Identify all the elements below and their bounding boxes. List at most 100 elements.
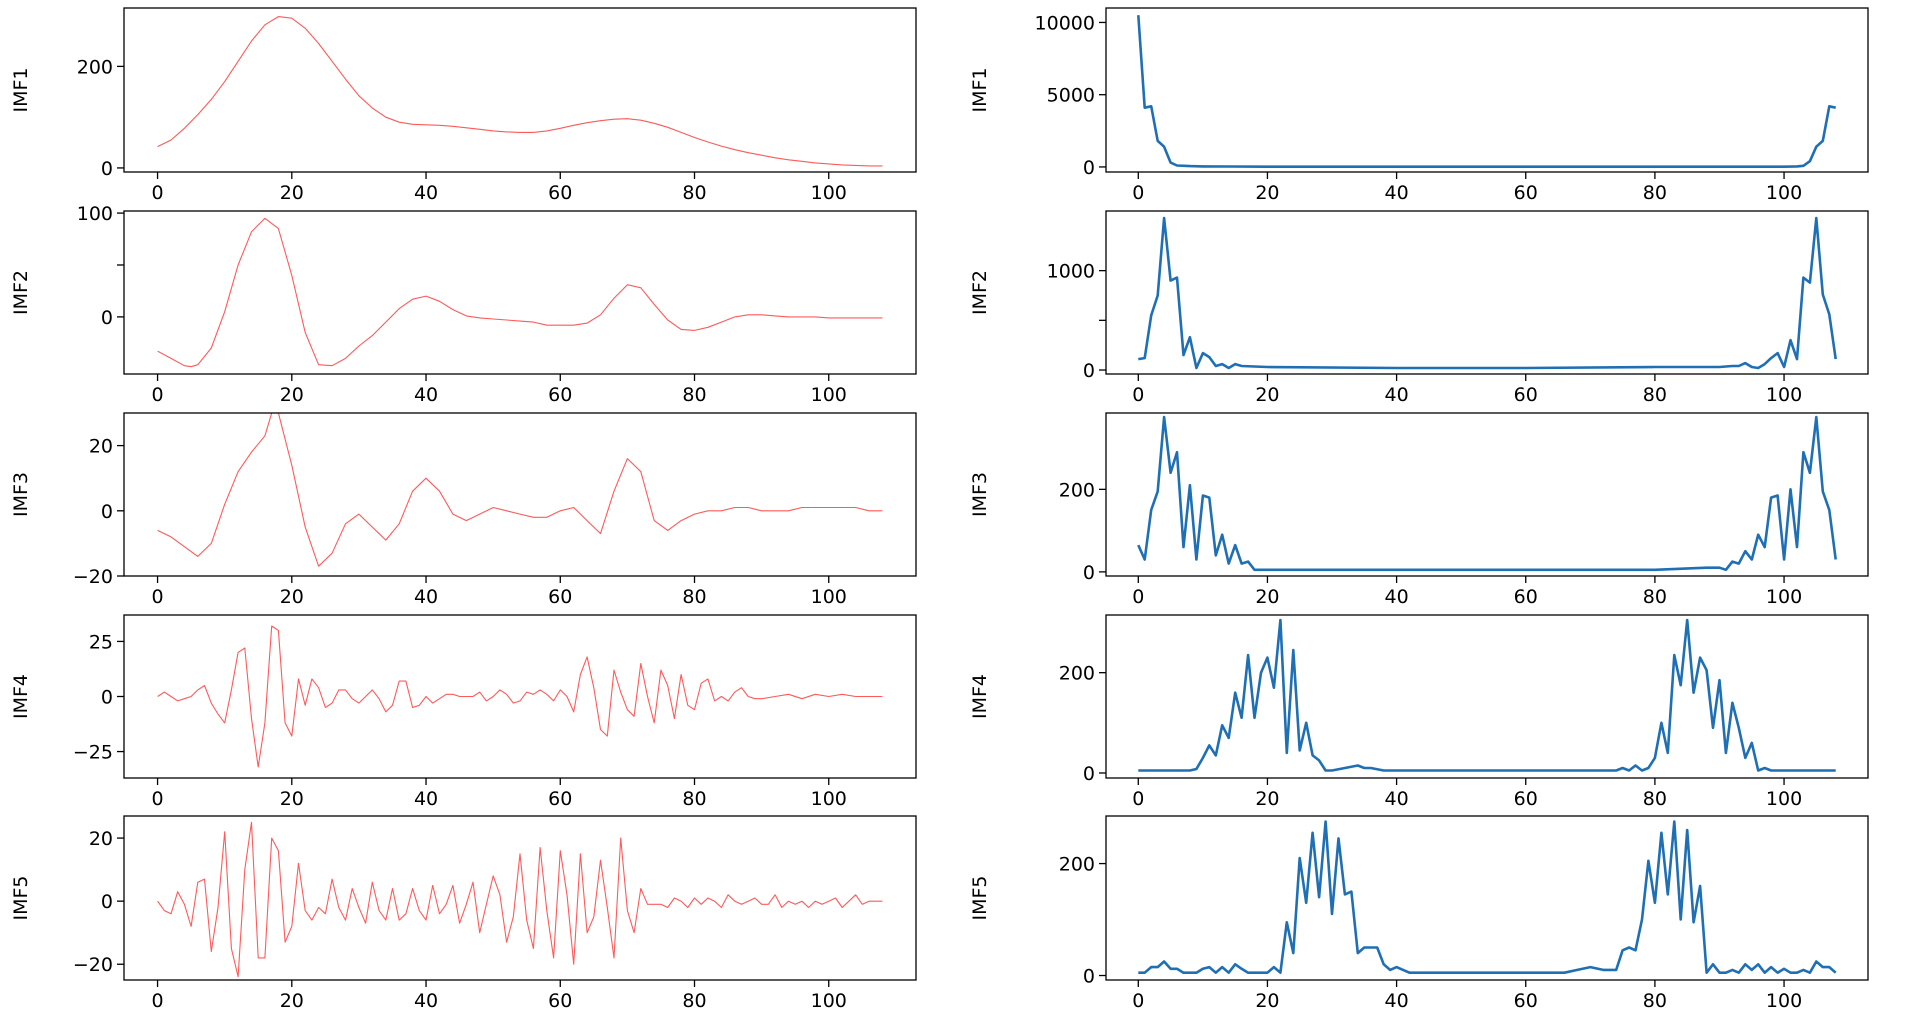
y-tick-label: 25 xyxy=(89,631,113,653)
x-tick-label: 60 xyxy=(548,384,572,406)
axes-frame xyxy=(1105,815,1869,981)
y-axis-label: IMF4 xyxy=(10,674,32,719)
y-tick-label: 200 xyxy=(1059,479,1095,501)
x-tick-label: 0 xyxy=(1132,384,1144,406)
x-tick-label: 80 xyxy=(1643,586,1667,608)
y-tick-label: 0 xyxy=(1083,966,1095,988)
x-tick-label: 40 xyxy=(1384,384,1408,406)
chart-panel-1: 0 20 40 60 80 100 0 200 IMF1 xyxy=(10,7,917,204)
x-tick-label: 60 xyxy=(548,788,572,810)
axes-frame xyxy=(1105,412,1869,577)
x-tick-label: 40 xyxy=(414,788,438,810)
y-tick-label: 5000 xyxy=(1047,85,1095,107)
y-axis-label: IMF3 xyxy=(10,472,32,517)
x-tick-label: 0 xyxy=(1132,990,1144,1012)
x-tick-label: 60 xyxy=(1514,384,1538,406)
chart-panel-7: 0 20 40 60 80 100 −25 0 25 IMF4 xyxy=(10,614,917,810)
x-tick-label: 40 xyxy=(414,384,438,406)
y-axis-label: IMF1 xyxy=(10,67,32,112)
x-tick-label: 0 xyxy=(152,990,164,1012)
x-tick-label: 100 xyxy=(811,182,847,204)
x-tick-label: 20 xyxy=(1255,586,1279,608)
series-line xyxy=(1138,216,1837,370)
x-tick-label: 0 xyxy=(152,182,164,204)
x-tick-label: 0 xyxy=(1132,182,1144,204)
y-axis-label: IMF5 xyxy=(969,875,991,920)
y-tick-label: −25 xyxy=(73,742,113,764)
y-tick-label: 100 xyxy=(77,203,113,225)
series-line xyxy=(1138,618,1836,772)
y-tick-label: −20 xyxy=(73,954,113,976)
x-tick-label: 0 xyxy=(152,384,164,406)
x-tick-label: 80 xyxy=(1643,788,1667,810)
x-tick-label: 80 xyxy=(682,990,706,1012)
series-line xyxy=(157,625,883,768)
axes-frame xyxy=(123,614,917,779)
chart-panel-9: 0 20 40 60 80 100 −20 0 20 IMF5 xyxy=(10,815,917,1012)
chart-panel-10: 0 20 40 60 80 100 0 200 IMF5 xyxy=(969,815,1869,1012)
x-tick-label: 100 xyxy=(1766,990,1802,1012)
axes-frame xyxy=(1105,614,1869,779)
x-tick-label: 20 xyxy=(280,990,304,1012)
x-tick-label: 80 xyxy=(682,586,706,608)
x-tick-label: 40 xyxy=(1384,586,1408,608)
x-tick-label: 20 xyxy=(1255,990,1279,1012)
x-tick-label: 80 xyxy=(1643,384,1667,406)
x-tick-label: 80 xyxy=(682,384,706,406)
x-tick-label: 60 xyxy=(1514,788,1538,810)
x-tick-label: 20 xyxy=(280,586,304,608)
chart-panel-6: 0 20 40 60 80 100 0 200 IMF3 xyxy=(969,412,1869,608)
x-tick-label: 20 xyxy=(280,182,304,204)
y-tick-label: −20 xyxy=(73,566,113,588)
x-tick-label: 40 xyxy=(1384,182,1408,204)
x-tick-label: 100 xyxy=(811,384,847,406)
x-tick-label: 100 xyxy=(1766,586,1802,608)
x-tick-label: 20 xyxy=(1255,788,1279,810)
chart-panel-5: 0 20 40 60 80 100 −20 0 20 IMF3 xyxy=(10,412,917,608)
x-tick-label: 80 xyxy=(1643,990,1667,1012)
x-tick-label: 60 xyxy=(1514,182,1538,204)
series-line xyxy=(157,16,883,167)
axes-frame xyxy=(1105,210,1869,375)
x-tick-label: 100 xyxy=(811,990,847,1012)
y-axis-label: IMF4 xyxy=(969,674,991,719)
chart-panel-3: 0 20 40 60 80 100 0 100 IMF2 xyxy=(10,203,917,406)
x-tick-label: 60 xyxy=(548,990,572,1012)
x-tick-label: 100 xyxy=(1766,182,1802,204)
chart-panel-2: 0 20 40 60 80 100 0 5000 10000 IMF1 xyxy=(969,7,1869,204)
x-tick-label: 20 xyxy=(280,788,304,810)
x-tick-label: 40 xyxy=(414,990,438,1012)
y-tick-label: 10000 xyxy=(1035,12,1095,34)
y-tick-label: 200 xyxy=(1059,854,1095,876)
series-line xyxy=(157,217,883,368)
y-tick-label: 0 xyxy=(101,307,113,329)
y-tick-label: 0 xyxy=(101,501,113,523)
x-tick-label: 60 xyxy=(1514,990,1538,1012)
series-line xyxy=(1138,820,1837,974)
x-tick-label: 20 xyxy=(1255,384,1279,406)
x-tick-label: 80 xyxy=(682,788,706,810)
y-tick-label: 0 xyxy=(1083,360,1095,382)
y-axis-label: IMF1 xyxy=(969,67,991,112)
x-tick-label: 40 xyxy=(414,586,438,608)
y-axis-label: IMF3 xyxy=(969,472,991,517)
series-line xyxy=(1137,415,1837,572)
x-tick-label: 80 xyxy=(682,182,706,204)
y-tick-label: 0 xyxy=(1083,157,1095,179)
x-tick-label: 40 xyxy=(1384,788,1408,810)
series-line xyxy=(1137,15,1836,168)
y-tick-label: 0 xyxy=(101,891,113,913)
x-tick-label: 0 xyxy=(152,788,164,810)
y-tick-label: 0 xyxy=(101,687,113,709)
x-tick-label: 60 xyxy=(1514,586,1538,608)
y-axis-label: IMF2 xyxy=(969,270,991,315)
axes-frame xyxy=(123,815,917,981)
x-tick-label: 100 xyxy=(1766,788,1802,810)
x-tick-label: 60 xyxy=(548,182,572,204)
series-line xyxy=(157,821,883,978)
x-tick-label: 0 xyxy=(1132,586,1144,608)
y-axis-label: IMF5 xyxy=(10,875,32,920)
x-tick-label: 60 xyxy=(548,586,572,608)
